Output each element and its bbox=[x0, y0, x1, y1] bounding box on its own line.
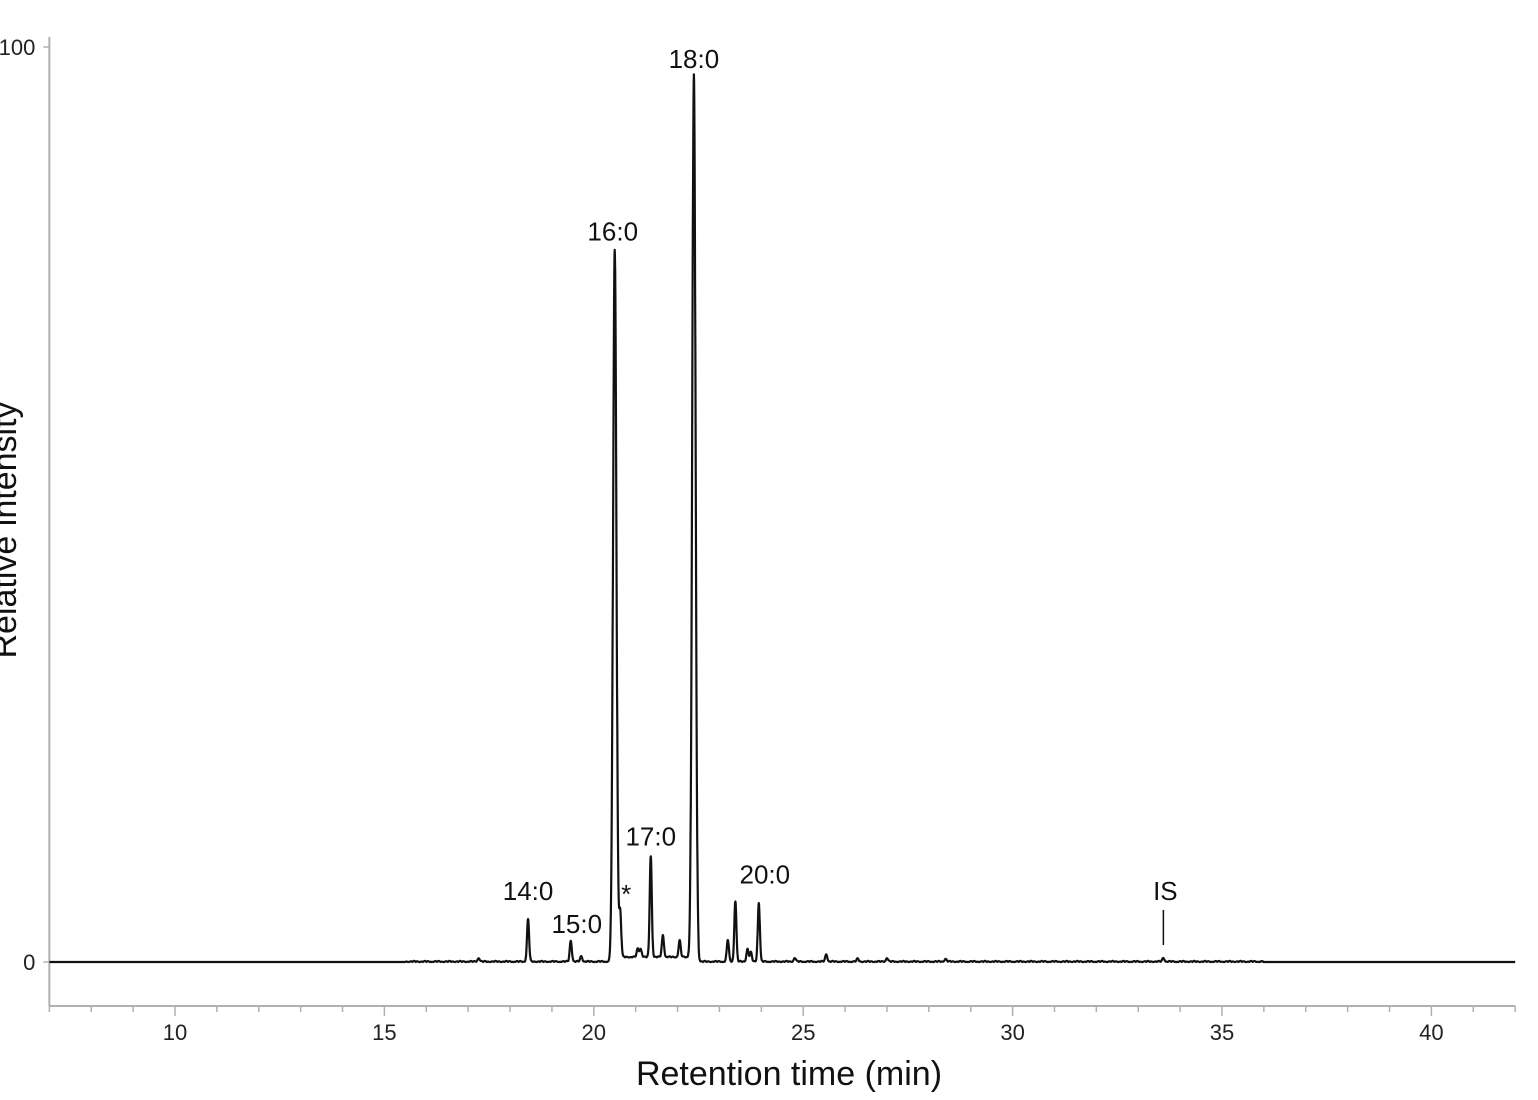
peak-label: 15:0 bbox=[551, 909, 602, 939]
x-tick-label: 35 bbox=[1210, 1020, 1234, 1045]
peak-label: 17:0 bbox=[625, 821, 676, 851]
peak-label: 16:0 bbox=[587, 217, 638, 247]
y-axis-title: Relative intensity bbox=[0, 401, 24, 658]
peak-labels: 14:015:0 16:0 * 17:0 18:0 20:0 IS bbox=[503, 44, 1178, 945]
x-tick-label: 25 bbox=[791, 1020, 815, 1045]
y-tick-label: 100 bbox=[0, 35, 35, 60]
x-axis-title: Retention time (min) bbox=[636, 1055, 942, 1093]
peak-label: 18:0 bbox=[669, 44, 720, 74]
peak-label: * bbox=[621, 879, 631, 909]
peak-label: 14:0 bbox=[503, 876, 554, 906]
x-tick-label: 40 bbox=[1419, 1020, 1443, 1045]
axes: 10 15 20 25 30 35 40 0 100 bbox=[0, 35, 1516, 1045]
x-tick-label: 10 bbox=[163, 1020, 187, 1045]
x-tick-label: 20 bbox=[582, 1020, 606, 1045]
peak-label-is: IS bbox=[1153, 876, 1178, 906]
peak-label: 20:0 bbox=[740, 859, 791, 889]
y-tick-label: 0 bbox=[23, 950, 35, 975]
x-tick-label: 15 bbox=[372, 1020, 396, 1045]
x-tick-label: 30 bbox=[1000, 1020, 1024, 1045]
chromatogram-trace bbox=[48, 73, 1517, 964]
